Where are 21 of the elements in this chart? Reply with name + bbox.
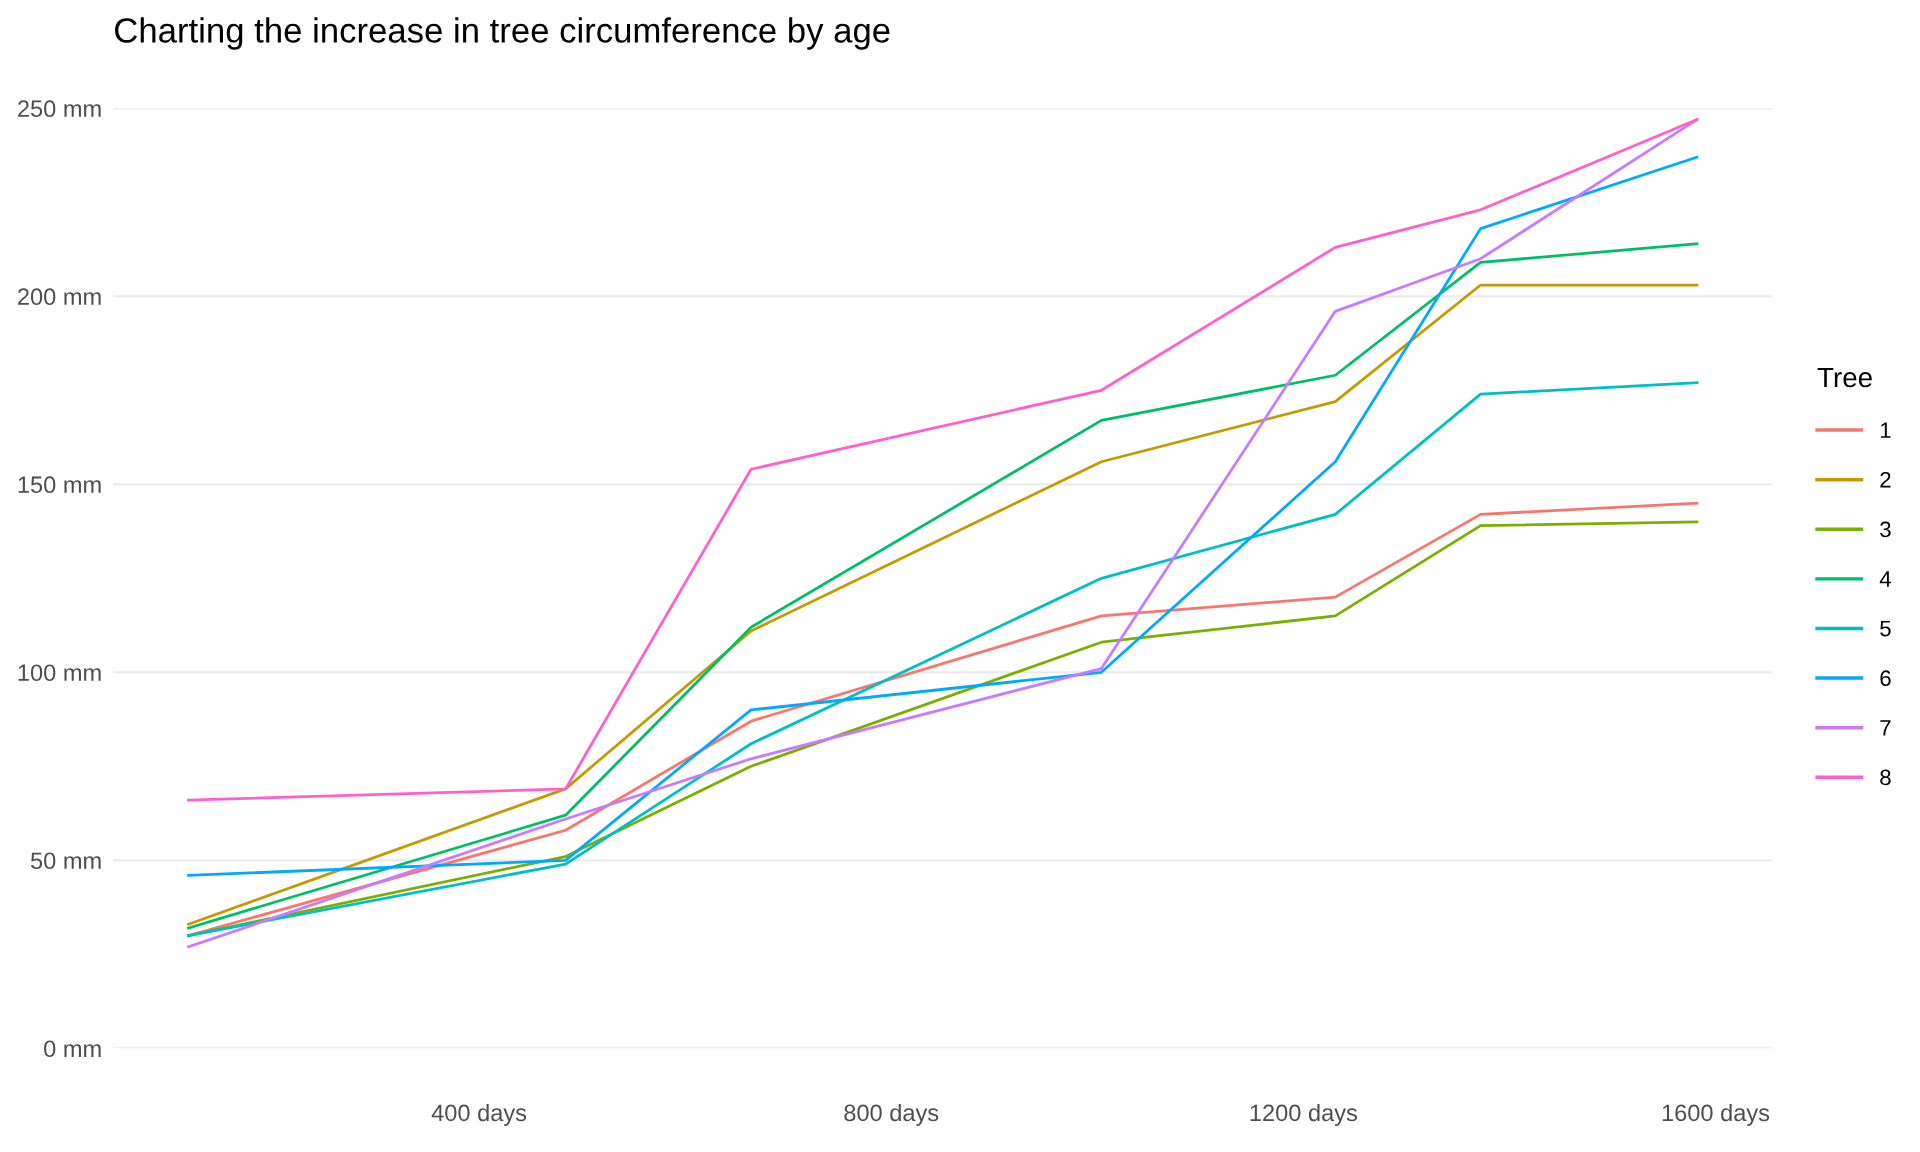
legend-title: Tree [1817, 367, 1872, 388]
x-tick-label: 1600 days [1662, 1103, 1770, 1126]
y-tick-label: 250 mm [18, 100, 101, 118]
y-tick-label: 50 mm [30, 852, 101, 870]
legend-label: 8 [1880, 769, 1891, 786]
legend-label: 3 [1880, 521, 1891, 538]
y-tick-label: 100 mm [18, 664, 101, 682]
chart-title: Charting the increase in tree circumference by age [115, 17, 890, 50]
legend-label: 4 [1879, 571, 1891, 587]
legend-label: 7 [1880, 720, 1891, 736]
legend-label: 2 [1880, 471, 1891, 488]
x-tick-label: 800 days [844, 1103, 939, 1126]
x-tick-label: 400 days [431, 1103, 527, 1126]
y-tick-label: 150 mm [18, 476, 101, 494]
y-tick-label: 0 mm [44, 1040, 101, 1058]
legend-label: 6 [1880, 670, 1891, 687]
y-tick-label: 200 mm [18, 288, 101, 306]
line-series [187, 381, 1699, 937]
legend-label: 5 [1880, 620, 1891, 637]
legend-label: 1 [1880, 422, 1891, 438]
x-tick-label: 1200 days [1250, 1103, 1357, 1126]
